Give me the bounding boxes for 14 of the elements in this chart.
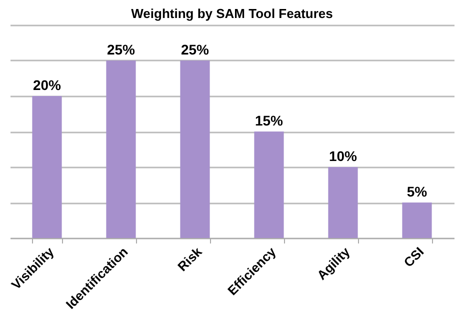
x-tick-label: CSI [400, 244, 427, 270]
data-label: 25% [180, 42, 210, 58]
data-label: 10% [328, 148, 358, 164]
bar [106, 60, 136, 238]
bar [402, 202, 432, 238]
bar [180, 60, 210, 238]
bar [328, 167, 358, 238]
data-label: 15% [254, 112, 284, 128]
bar [32, 96, 62, 238]
data-label: 25% [106, 42, 136, 58]
data-label: 20% [32, 77, 62, 93]
chart-title: Weighting by SAM Tool Features [131, 6, 333, 21]
bar [254, 132, 284, 238]
data-label: 5% [406, 184, 428, 200]
